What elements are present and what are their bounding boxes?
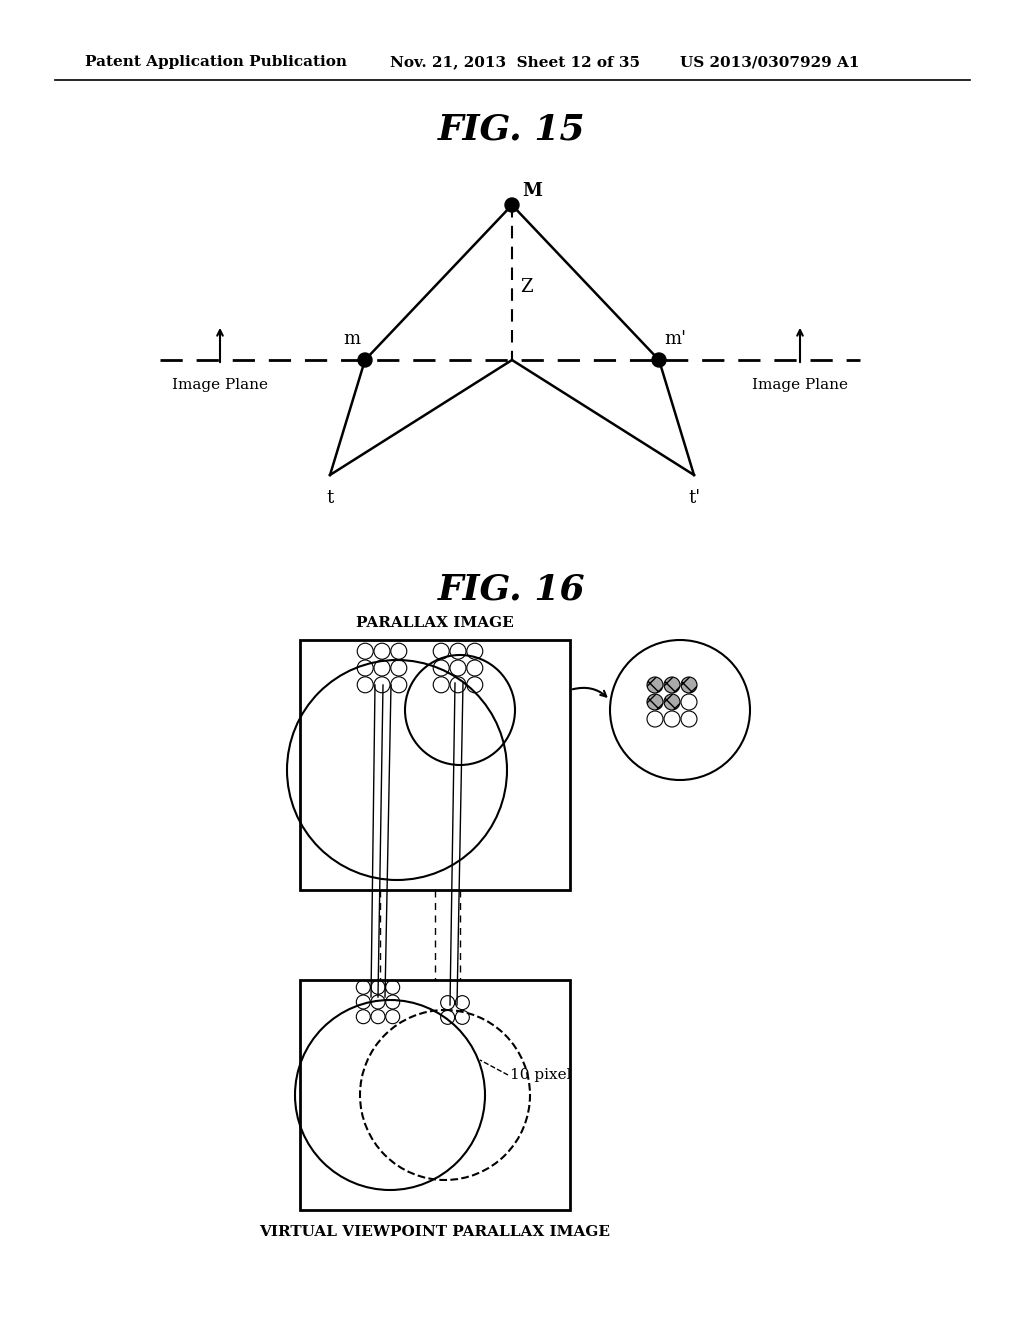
Bar	[300, 640, 570, 890]
Text: 10 pixel: 10 pixel	[510, 1068, 571, 1082]
Circle shape	[358, 352, 372, 367]
Text: US 2013/0307929 A1: US 2013/0307929 A1	[680, 55, 859, 69]
Text: m': m'	[664, 330, 686, 348]
Text: Image Plane: Image Plane	[752, 378, 848, 392]
Text: PARALLAX IMAGE: PARALLAX IMAGE	[356, 616, 514, 630]
Circle shape	[647, 694, 663, 710]
Text: VIRTUAL VIEWPOINT PARALLAX IMAGE: VIRTUAL VIEWPOINT PARALLAX IMAGE	[259, 1225, 610, 1239]
Text: M: M	[522, 182, 542, 201]
Text: m: m	[343, 330, 360, 348]
Bar	[300, 979, 570, 1210]
Circle shape	[505, 198, 519, 213]
Text: t': t'	[688, 488, 700, 507]
Text: t: t	[327, 488, 334, 507]
Text: FIG. 16: FIG. 16	[438, 573, 586, 607]
Circle shape	[647, 677, 663, 693]
Circle shape	[652, 352, 666, 367]
Circle shape	[664, 694, 680, 710]
Circle shape	[664, 677, 680, 693]
Text: Nov. 21, 2013  Sheet 12 of 35: Nov. 21, 2013 Sheet 12 of 35	[390, 55, 640, 69]
Text: FIG. 15: FIG. 15	[438, 114, 586, 147]
Circle shape	[681, 677, 697, 693]
Text: Image Plane: Image Plane	[172, 378, 268, 392]
Text: Patent Application Publication: Patent Application Publication	[85, 55, 347, 69]
Text: Z: Z	[520, 279, 532, 297]
